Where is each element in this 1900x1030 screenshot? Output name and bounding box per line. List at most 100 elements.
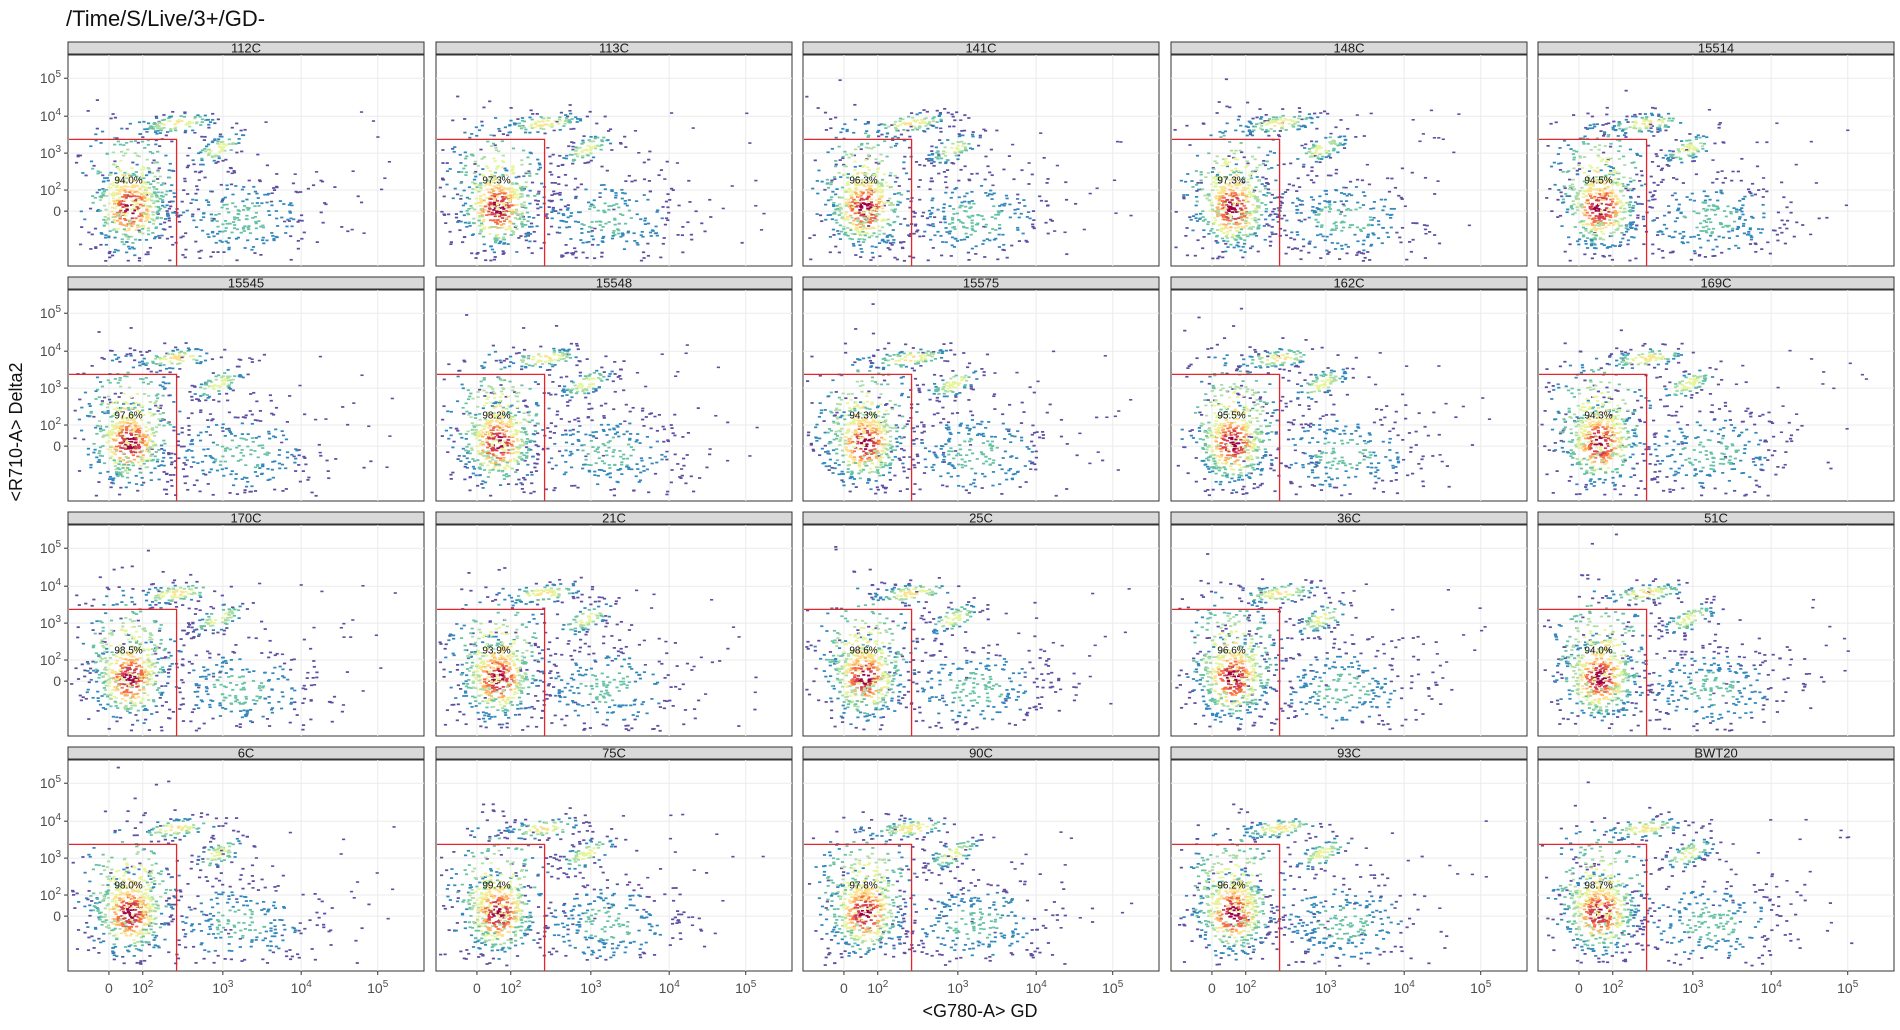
density-cell xyxy=(448,230,452,233)
density-cell xyxy=(946,139,950,141)
density-cell xyxy=(1322,110,1327,113)
density-cell xyxy=(1248,121,1252,124)
density-cell xyxy=(927,157,931,160)
density-cell xyxy=(571,252,576,254)
density-cell xyxy=(218,230,222,233)
density-cell xyxy=(482,155,487,158)
density-cell xyxy=(576,147,580,150)
density-cell xyxy=(1317,145,1322,147)
density-cell xyxy=(464,174,468,176)
density-cell xyxy=(1284,234,1289,237)
density-cell xyxy=(1064,181,1068,184)
density-cell xyxy=(265,164,270,167)
density-cell xyxy=(231,193,235,196)
density-cell xyxy=(1601,232,1606,235)
density-cell xyxy=(257,205,261,207)
density-cell xyxy=(872,227,876,230)
density-cell xyxy=(137,155,141,158)
density-cell xyxy=(110,221,115,223)
density-cell xyxy=(1302,245,1306,248)
density-cell xyxy=(1592,169,1596,172)
density-cell xyxy=(993,217,998,220)
density-cell xyxy=(1349,194,1354,197)
density-cell xyxy=(889,201,893,204)
density-cell xyxy=(168,259,172,262)
density-cell xyxy=(931,225,936,228)
density-cell xyxy=(869,210,873,213)
density-cell xyxy=(568,110,572,112)
density-cell xyxy=(1592,181,1596,183)
density-cell xyxy=(214,162,218,164)
density-cell xyxy=(167,169,171,172)
density-cell xyxy=(508,198,512,201)
density-cell xyxy=(709,216,713,218)
density-cell xyxy=(1250,155,1255,158)
density-cell xyxy=(113,215,117,218)
density-cell xyxy=(496,165,501,167)
density-cell xyxy=(1291,123,1295,126)
density-cell xyxy=(1361,191,1366,194)
density-cell xyxy=(1695,212,1699,215)
density-cell xyxy=(581,251,585,254)
density-cell xyxy=(1231,201,1235,204)
density-cell xyxy=(1270,193,1274,196)
density-cell xyxy=(1712,209,1717,212)
density-cell xyxy=(1314,160,1318,163)
density-cell xyxy=(1225,204,1229,206)
density-cell xyxy=(865,209,869,212)
density-cell xyxy=(1263,187,1268,190)
density-cell xyxy=(1199,179,1203,182)
density-cell xyxy=(210,155,215,157)
density-cell xyxy=(1581,137,1586,139)
density-cell xyxy=(627,174,631,177)
density-cell xyxy=(853,148,858,151)
density-cell xyxy=(101,174,105,177)
density-cell xyxy=(629,217,633,219)
density-cell xyxy=(1275,116,1279,119)
density-cell xyxy=(1228,161,1232,164)
density-cell xyxy=(107,202,112,205)
density-cell xyxy=(480,120,484,123)
density-cell xyxy=(1704,209,1708,212)
density-cell xyxy=(89,145,93,148)
density-cell xyxy=(1230,199,1234,201)
density-cell xyxy=(549,200,553,203)
density-cell xyxy=(823,111,828,114)
density-cell xyxy=(838,224,843,227)
facet-label: 148C xyxy=(1333,41,1364,56)
density-cell xyxy=(861,198,866,201)
density-cell xyxy=(157,125,161,128)
density-cell xyxy=(1575,205,1580,208)
density-cell xyxy=(1336,242,1340,245)
density-cell xyxy=(1218,192,1223,195)
density-cell xyxy=(137,226,141,229)
density-cell xyxy=(489,181,493,183)
density-cell xyxy=(922,129,926,132)
density-cell xyxy=(223,220,228,222)
density-cell xyxy=(76,154,80,157)
density-cell xyxy=(1267,224,1271,227)
density-cell xyxy=(870,174,875,177)
density-cell xyxy=(237,210,241,213)
density-cell xyxy=(210,190,214,193)
density-cell xyxy=(857,240,861,243)
density-cell xyxy=(319,179,323,182)
density-cell xyxy=(1591,184,1596,187)
density-cell xyxy=(118,190,122,193)
density-cell xyxy=(161,182,165,185)
density-cell xyxy=(603,188,607,191)
density-cell xyxy=(237,142,241,144)
density-cell xyxy=(660,217,664,220)
density-cell xyxy=(1319,209,1323,212)
density-cell xyxy=(940,142,944,145)
density-cell xyxy=(1386,236,1391,239)
density-cell xyxy=(102,204,107,207)
density-cell xyxy=(557,118,562,121)
density-cell xyxy=(530,127,534,129)
density-cell xyxy=(817,169,821,172)
density-cell xyxy=(105,177,109,179)
density-cell xyxy=(930,180,935,183)
density-cell xyxy=(911,116,915,119)
density-cell xyxy=(116,201,121,204)
density-cell xyxy=(474,175,478,178)
